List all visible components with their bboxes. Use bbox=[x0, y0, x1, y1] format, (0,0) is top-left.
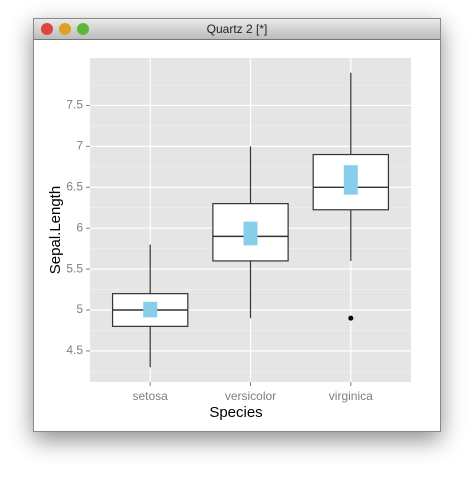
y-tick-label: 6 bbox=[76, 220, 83, 234]
box bbox=[312, 153, 390, 211]
outlier bbox=[348, 315, 354, 321]
y-tick-label: 4.5 bbox=[66, 343, 83, 357]
minimize-button[interactable] bbox=[59, 23, 71, 35]
y-tick-label: 7.5 bbox=[66, 98, 83, 112]
y-tick-label: 5.5 bbox=[66, 261, 83, 275]
zoom-button[interactable] bbox=[77, 23, 89, 35]
x-tick-label: virginica bbox=[329, 389, 373, 403]
title-bar: Quartz 2 [*] bbox=[34, 19, 440, 40]
x-tick-label: versicolor bbox=[225, 389, 276, 403]
mean-ci bbox=[143, 301, 158, 318]
y-tick-label: 5 bbox=[76, 302, 83, 316]
y-tick-label: 6.5 bbox=[66, 179, 83, 193]
mean-ci bbox=[343, 165, 358, 195]
y-axis-label: Sepal.Length bbox=[47, 186, 64, 274]
y-tick-label: 7 bbox=[76, 139, 83, 153]
x-axis-label: Species bbox=[209, 404, 262, 421]
mean-ci bbox=[243, 221, 258, 246]
x-tick-label: setosa bbox=[133, 389, 169, 403]
close-button[interactable] bbox=[41, 23, 53, 35]
window-title: Quartz 2 [*] bbox=[206, 22, 268, 36]
